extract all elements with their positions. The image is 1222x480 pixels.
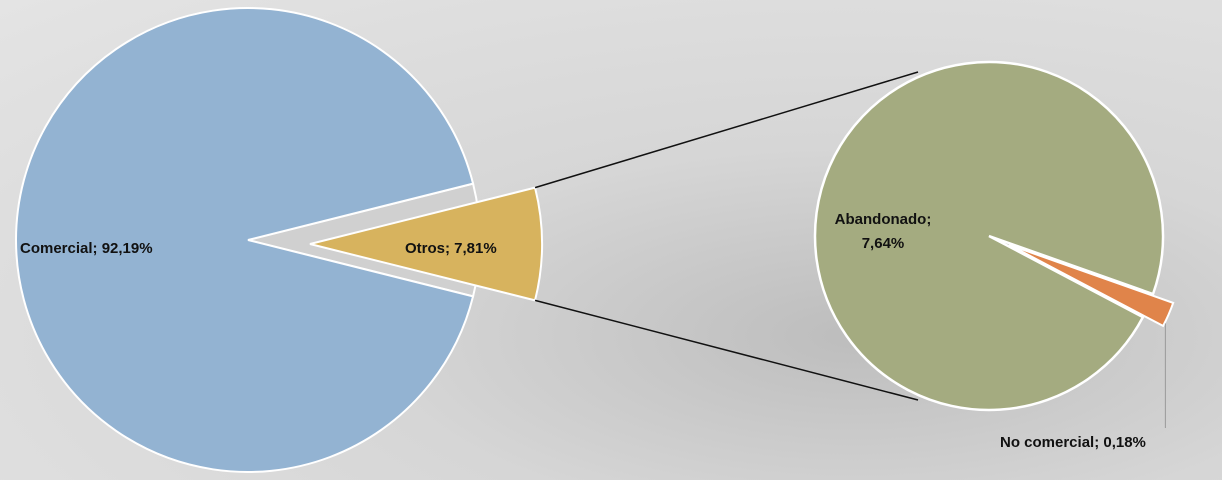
slice-label: Comercial; 92,19%	[20, 240, 153, 257]
slice	[1008, 243, 1175, 328]
slice	[813, 60, 1165, 412]
slice	[309, 186, 543, 302]
slice-label: Abandonado; 7,64%	[834, 211, 932, 252]
slice-label: No comercial; 0,18%	[1000, 434, 1146, 451]
slice	[15, 7, 475, 473]
slice-label: Otros; 7,81%	[405, 240, 497, 257]
connector-line	[534, 299, 919, 401]
connector-line	[534, 71, 919, 189]
